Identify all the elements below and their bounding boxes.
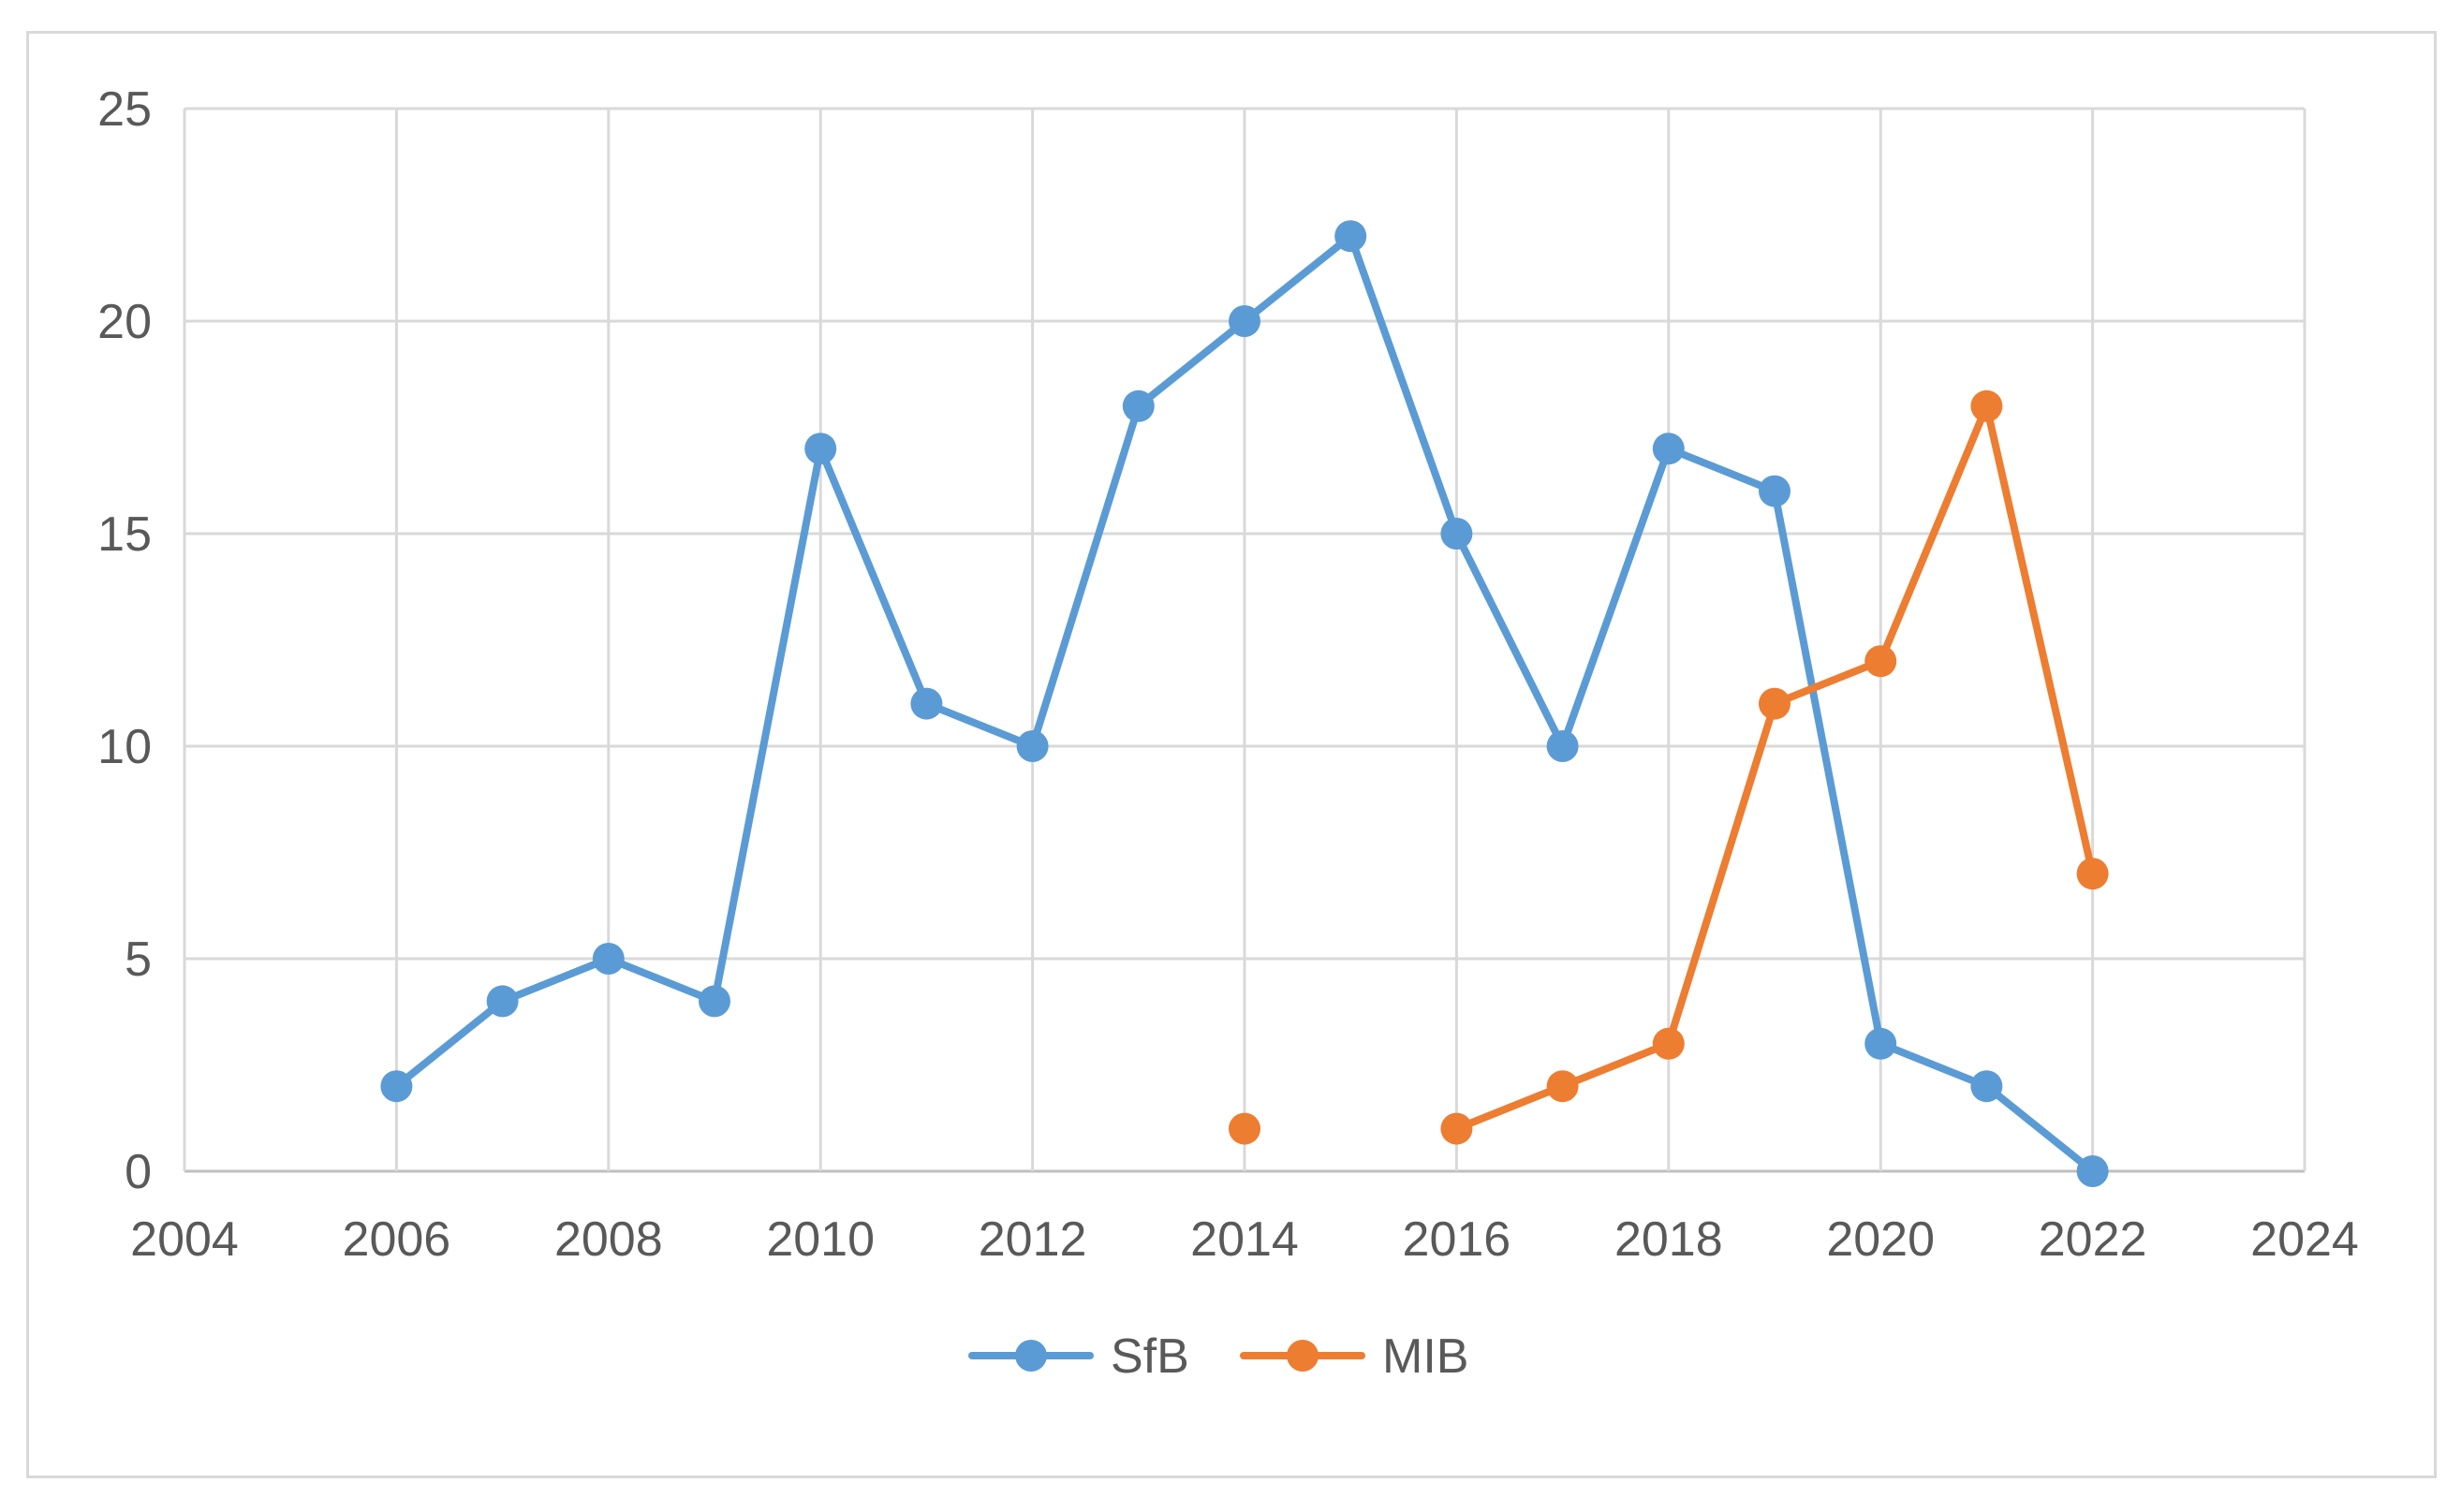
data-point-SfB-2012 xyxy=(1016,730,1049,762)
data-point-MIB-2018 xyxy=(1652,1027,1685,1060)
data-point-SfB-2010 xyxy=(804,433,837,465)
data-point-SfB-2011 xyxy=(910,687,943,720)
data-point-SfB-2007 xyxy=(486,985,519,1018)
data-point-SfB-2013 xyxy=(1122,389,1155,422)
data-point-SfB-2018 xyxy=(1652,433,1685,465)
chart-frame: 0 5 10 15 20 25 2004 2006 2008 2010 2012 2014 2016 20… xyxy=(26,31,2437,1478)
y-tick-label: 5 xyxy=(125,932,152,987)
y-tick-label: 10 xyxy=(97,720,152,774)
x-tick-label: 2014 xyxy=(1190,1212,1299,1267)
x-tick-label: 2012 xyxy=(979,1212,1087,1267)
data-point-SfB-2008 xyxy=(592,943,625,975)
y-tick-label: 15 xyxy=(97,507,152,562)
legend-swatch-marker xyxy=(1287,1340,1319,1372)
x-tick-label: 2004 xyxy=(130,1212,239,1267)
x-tick-label: 2022 xyxy=(2039,1212,2147,1267)
x-tick-label: 2006 xyxy=(343,1212,451,1267)
series-line-MIB xyxy=(1452,402,2097,1133)
x-tick-label: 2010 xyxy=(766,1212,875,1267)
x-tick-label: 2020 xyxy=(1826,1212,1935,1267)
data-point-SfB-2014 xyxy=(1229,305,1260,337)
data-point-SfB-2006 xyxy=(380,1070,413,1103)
series-MIB xyxy=(1229,389,2109,1145)
legend-item-MIB: MIB xyxy=(1240,1329,1468,1384)
data-point-SfB-2017 xyxy=(1546,730,1579,762)
data-point-SfB-2009 xyxy=(699,985,730,1018)
y-tick-label: 25 xyxy=(97,82,152,137)
data-point-MIB-2020 xyxy=(1864,645,1897,678)
x-tick-label: 2018 xyxy=(1614,1212,1723,1267)
y-tick-label: 0 xyxy=(125,1145,152,1199)
legend-label: SfB xyxy=(1111,1329,1189,1384)
data-point-SfB-2015 xyxy=(1334,220,1367,253)
data-point-MIB-2021 xyxy=(1970,389,2003,422)
data-point-SfB-2020 xyxy=(1864,1027,1897,1060)
data-point-MIB-2019 xyxy=(1759,687,1790,720)
series xyxy=(380,220,2109,1187)
legend: SfB MIB xyxy=(968,1329,1468,1384)
line-chart: 0 5 10 15 20 25 2004 2006 2008 2010 2012 2014 2016 20… xyxy=(97,82,2359,1384)
legend-swatch-marker xyxy=(1015,1340,1047,1372)
axes: 0 5 10 15 20 25 2004 2006 2008 2010 2012 2014 2016 20… xyxy=(97,82,2359,1267)
data-point-SfB-2016 xyxy=(1440,518,1473,550)
data-point-SfB-2019 xyxy=(1759,475,1790,507)
data-point-SfB-2022 xyxy=(2076,1155,2109,1187)
x-tick-label: 2008 xyxy=(554,1212,663,1267)
data-point-SfB-2021 xyxy=(1970,1070,2003,1103)
legend-label: MIB xyxy=(1382,1329,1468,1384)
x-tick-label: 2016 xyxy=(1403,1212,1511,1267)
data-point-MIB-2017 xyxy=(1546,1070,1579,1103)
data-point-MIB-2022 xyxy=(2076,858,2109,890)
y-tick-label: 20 xyxy=(97,295,152,349)
legend-item-SfB: SfB xyxy=(968,1329,1189,1384)
x-tick-label: 2024 xyxy=(2250,1212,2359,1267)
data-point-MIB-2016 xyxy=(1440,1112,1473,1145)
data-point-MIB-2014 xyxy=(1229,1112,1260,1145)
series-SfB xyxy=(380,220,2109,1187)
